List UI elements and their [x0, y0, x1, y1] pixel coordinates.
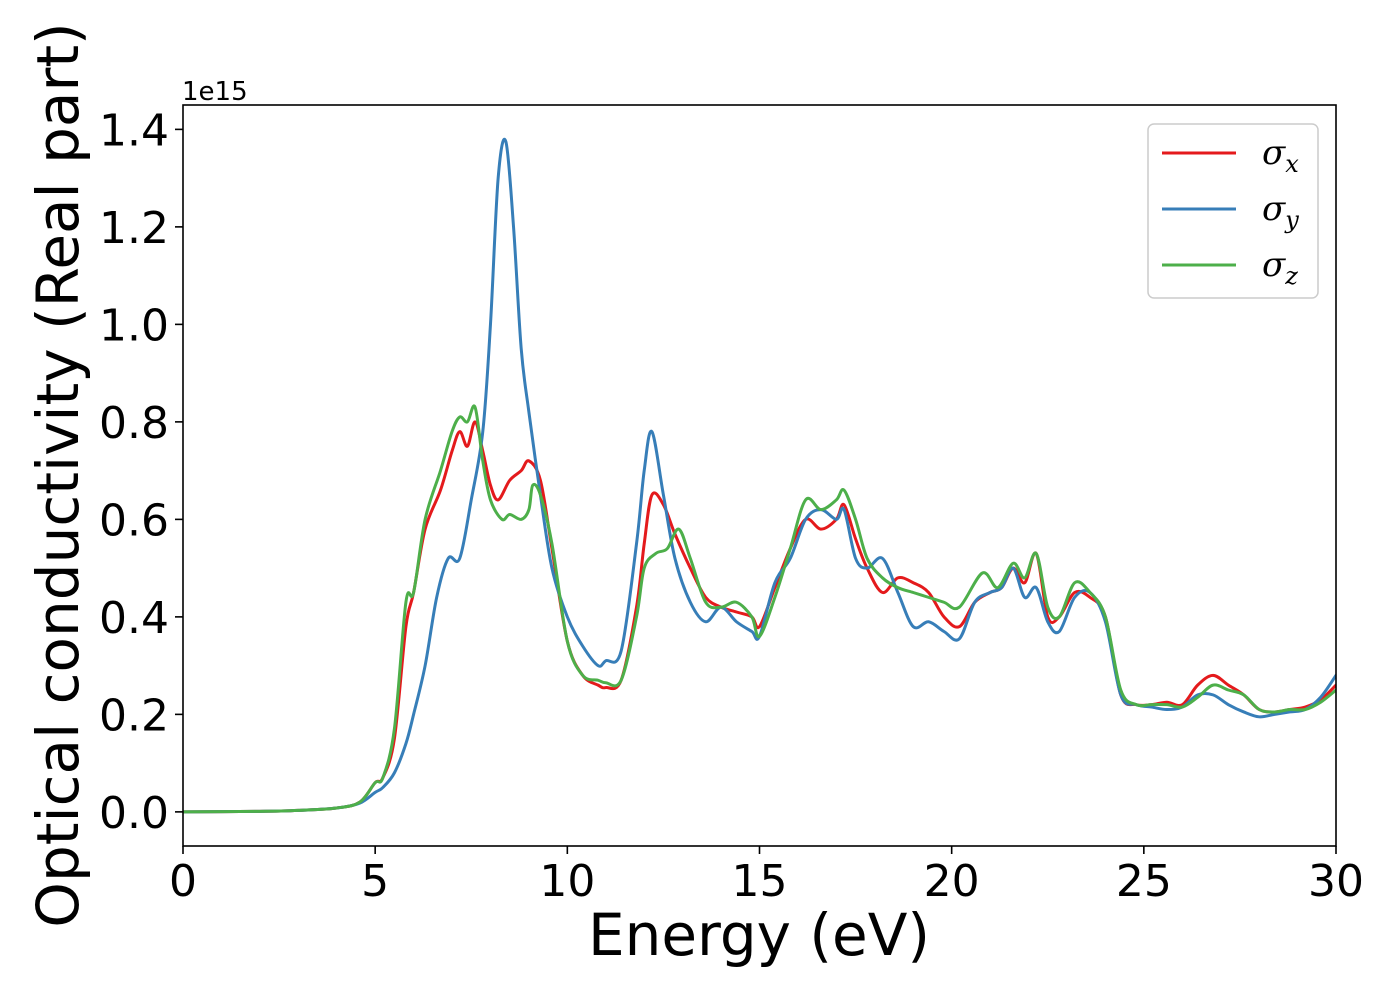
x-axis-label: Energy (eV)	[588, 901, 930, 969]
y-tick-label: 0.6	[99, 495, 169, 546]
y-tick-label: 1.0	[99, 300, 169, 351]
legend-label-sigma-y: σy	[1262, 189, 1299, 234]
x-tick-label: 30	[1308, 856, 1364, 907]
legend-label-sigma-x: σx	[1262, 133, 1299, 178]
axes: 0 5 10 15 20 25 30 0.0 0.2 0.4 0.6 0.8 1.0 1.2 1.4	[99, 104, 1364, 907]
series-line-sigma-z	[183, 404, 1336, 814]
legend: σx σy σz	[1147, 123, 1319, 299]
x-tick-label: 15	[732, 856, 788, 907]
y-tick-label: 0.2	[99, 690, 169, 741]
y-tick-label: 1.2	[99, 203, 169, 254]
legend-label-sigma-z: σz	[1262, 245, 1298, 290]
x-tick-label: 25	[1116, 856, 1172, 907]
x-tick-label: 5	[361, 856, 389, 907]
plot-area	[183, 138, 1336, 814]
legend-box	[1147, 123, 1319, 299]
y-tick-label: 0.0	[99, 788, 169, 839]
y-tick-label: 0.4	[99, 593, 169, 644]
x-tick-label: 0	[169, 856, 197, 907]
y-tick-label: 0.8	[99, 398, 169, 449]
y-tick-label: 1.4	[99, 105, 169, 156]
y-offset-label: 1e15	[182, 77, 248, 107]
series-line-sigma-y	[183, 138, 1336, 814]
x-tick-label: 20	[924, 856, 980, 907]
series-group	[183, 138, 1336, 814]
x-tick-label: 10	[539, 856, 595, 907]
y-axis-label: Optical conductivity (Real part)	[24, 22, 92, 927]
